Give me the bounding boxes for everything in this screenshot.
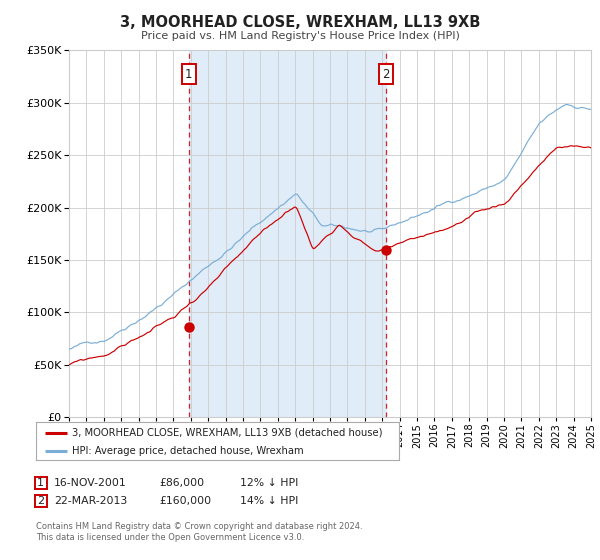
Text: 14% ↓ HPI: 14% ↓ HPI (240, 496, 298, 506)
Bar (189, 50, 386, 417)
Text: 2: 2 (382, 68, 390, 81)
Text: 1: 1 (37, 478, 44, 488)
Text: £160,000: £160,000 (159, 496, 211, 506)
Text: £86,000: £86,000 (159, 478, 204, 488)
Text: 1: 1 (185, 68, 193, 81)
Text: HPI: Average price, detached house, Wrexham: HPI: Average price, detached house, Wrex… (73, 446, 304, 456)
Text: 12% ↓ HPI: 12% ↓ HPI (240, 478, 298, 488)
Text: 2: 2 (37, 496, 44, 506)
Text: Price paid vs. HM Land Registry's House Price Index (HPI): Price paid vs. HM Land Registry's House … (140, 31, 460, 41)
Text: 22-MAR-2013: 22-MAR-2013 (54, 496, 127, 506)
Text: This data is licensed under the Open Government Licence v3.0.: This data is licensed under the Open Gov… (36, 533, 304, 542)
Text: 3, MOORHEAD CLOSE, WREXHAM, LL13 9XB (detached house): 3, MOORHEAD CLOSE, WREXHAM, LL13 9XB (de… (73, 428, 383, 438)
Text: Contains HM Land Registry data © Crown copyright and database right 2024.: Contains HM Land Registry data © Crown c… (36, 522, 362, 531)
Text: 3, MOORHEAD CLOSE, WREXHAM, LL13 9XB: 3, MOORHEAD CLOSE, WREXHAM, LL13 9XB (120, 15, 480, 30)
Text: 16-NOV-2001: 16-NOV-2001 (54, 478, 127, 488)
